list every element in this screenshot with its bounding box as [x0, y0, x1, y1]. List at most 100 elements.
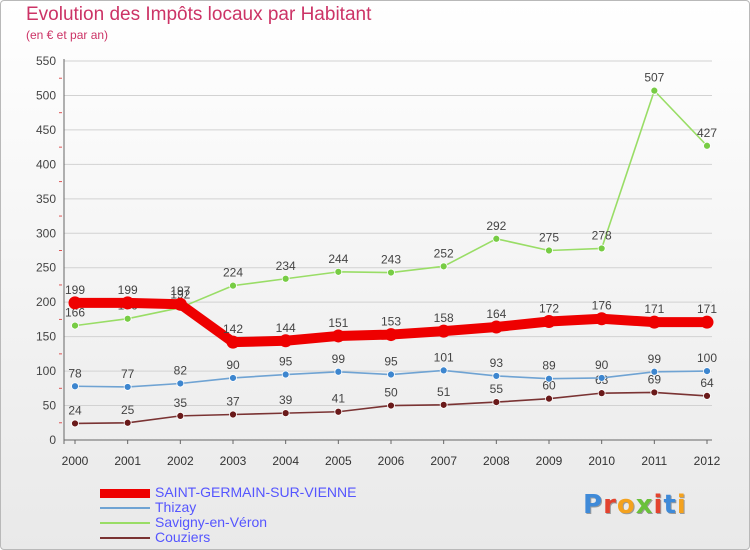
data-point — [176, 379, 185, 388]
data-point — [281, 409, 290, 418]
data-label: 77 — [121, 367, 135, 381]
data-point — [597, 374, 606, 382]
data-point — [700, 315, 714, 329]
data-label: 244 — [328, 252, 348, 266]
y-tick-label: 100 — [36, 364, 56, 378]
data-point — [121, 296, 135, 310]
data-point — [492, 372, 501, 380]
data-label: 39 — [279, 393, 293, 407]
data-point — [387, 401, 395, 410]
data-label: 69 — [648, 372, 662, 386]
data-label: 427 — [697, 126, 717, 140]
data-label: 93 — [490, 356, 504, 370]
data-label: 142 — [223, 322, 243, 336]
data-label: 278 — [592, 228, 612, 242]
proxiti-logo: Proxiti — [583, 490, 687, 520]
data-label: 197 — [170, 284, 190, 298]
data-point — [595, 312, 609, 326]
data-point — [650, 86, 659, 95]
data-label: 41 — [332, 392, 346, 406]
data-label: 192 — [170, 288, 190, 302]
legend-label: Thizay — [155, 499, 197, 515]
data-point — [229, 374, 237, 382]
x-tick-label: 2002 — [167, 454, 194, 468]
data-label: 50 — [384, 386, 398, 400]
data-point — [545, 394, 553, 403]
data-point — [703, 141, 711, 150]
y-tick-label: 450 — [36, 123, 56, 137]
data-label: 101 — [434, 350, 454, 364]
data-label: 60 — [542, 379, 556, 393]
data-label: 82 — [174, 363, 188, 377]
x-tick-label: 2007 — [430, 454, 457, 468]
logo-letter: i — [676, 490, 687, 520]
data-point — [71, 321, 79, 330]
legend-swatch — [100, 522, 150, 524]
legend-label: Savigny-en-Véron — [155, 514, 268, 530]
x-tick-label: 2005 — [325, 454, 352, 468]
data-point — [281, 370, 290, 379]
y-tick-label: 250 — [36, 261, 56, 275]
chart-subtitle: (en € et par an) — [26, 28, 109, 42]
x-tick-label: 2008 — [483, 454, 510, 468]
data-point — [597, 244, 606, 253]
data-point — [387, 370, 395, 379]
logo-letter: r — [603, 490, 617, 520]
legend-label: SAINT-GERMAIN-SUR-VIENNE — [155, 484, 357, 500]
data-point — [545, 374, 553, 383]
data-label: 95 — [279, 355, 293, 369]
x-tick-label: 2004 — [272, 454, 299, 468]
logo-letter: t — [663, 490, 677, 520]
y-tick-label: 300 — [36, 226, 56, 240]
data-label: 171 — [697, 302, 717, 316]
data-point — [650, 388, 659, 397]
data-point — [229, 410, 237, 419]
data-point — [384, 328, 398, 342]
data-label: 90 — [226, 358, 240, 372]
data-label: 507 — [644, 71, 664, 85]
data-label: 99 — [332, 352, 346, 366]
data-label: 35 — [174, 396, 188, 410]
x-tick-label: 2000 — [62, 454, 89, 468]
data-point — [387, 268, 395, 277]
data-label: 64 — [700, 376, 714, 390]
data-label: 144 — [276, 321, 296, 335]
data-point — [71, 382, 79, 391]
data-label: 25 — [121, 403, 135, 417]
data-label: 166 — [65, 306, 85, 320]
logo-letter: i — [653, 490, 664, 520]
data-point — [703, 391, 711, 400]
data-point — [437, 324, 451, 338]
data-label: 164 — [486, 307, 506, 321]
data-label: 89 — [542, 359, 556, 373]
legend-swatch — [100, 488, 150, 498]
data-label: 171 — [644, 302, 664, 316]
data-label: 55 — [490, 382, 504, 396]
data-label: 292 — [486, 219, 506, 233]
data-label: 224 — [223, 266, 243, 280]
legend-label: Couziers — [155, 529, 211, 545]
data-label: 51 — [437, 385, 451, 399]
data-label: 99 — [648, 352, 662, 366]
data-point — [542, 314, 556, 328]
data-point — [123, 314, 132, 323]
data-point — [334, 267, 343, 276]
legend-swatch — [100, 507, 150, 509]
data-label: 153 — [381, 315, 401, 329]
data-point — [334, 407, 343, 416]
data-point — [123, 383, 132, 391]
data-point — [650, 367, 659, 376]
y-tick-label: 50 — [43, 399, 57, 413]
data-label: 24 — [68, 403, 82, 417]
y-tick-label: 550 — [36, 54, 56, 68]
y-tick-label: 150 — [36, 330, 56, 344]
chart-title: Evolution des Impôts locaux par Habitant — [26, 4, 372, 25]
logo-letter: x — [635, 490, 654, 520]
data-label: 199 — [118, 283, 138, 297]
data-label: 252 — [434, 246, 454, 260]
legend-swatch — [100, 537, 150, 539]
data-point — [439, 366, 448, 375]
data-point — [173, 297, 187, 311]
